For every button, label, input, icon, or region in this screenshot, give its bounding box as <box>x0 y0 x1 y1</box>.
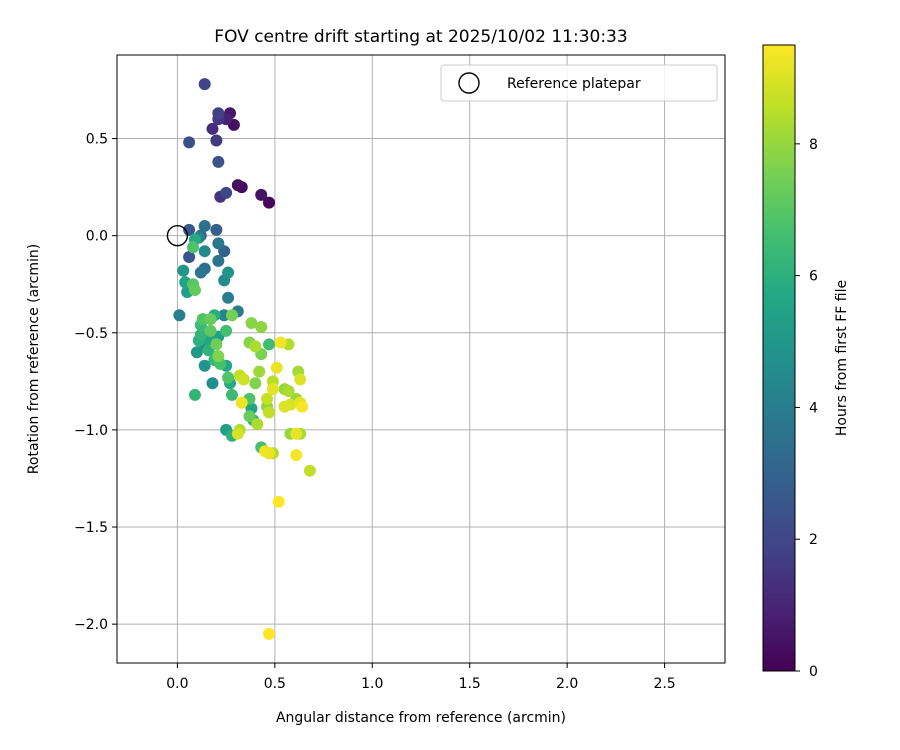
colorbar-tick-label: 0 <box>809 664 818 680</box>
data-point <box>198 359 211 372</box>
data-point <box>210 223 223 236</box>
data-point <box>270 361 283 374</box>
data-point <box>204 313 217 326</box>
data-point <box>253 365 266 378</box>
data-point <box>263 196 275 209</box>
data-points <box>173 78 316 640</box>
data-point <box>220 186 233 199</box>
data-point <box>188 388 201 401</box>
data-point <box>204 324 217 337</box>
colorbar-tick-label: 8 <box>809 137 818 153</box>
data-point <box>210 338 223 351</box>
x-tick-label: 2.0 <box>556 676 578 692</box>
y-tick-label: −1.0 <box>74 423 108 439</box>
data-point <box>259 445 272 458</box>
y-tick-label: −0.5 <box>74 326 108 342</box>
colorbar-tick-label: 2 <box>809 532 818 548</box>
data-point <box>249 377 262 390</box>
data-point <box>225 309 238 322</box>
data-point <box>210 134 223 147</box>
reference-platepar-marker <box>166 224 189 247</box>
data-point <box>290 427 303 440</box>
y-axis-ticks: 0.5 0.0 −0.5 −1.0 −1.5 −2.0 <box>74 132 117 633</box>
y-tick-label: 0.0 <box>86 229 108 245</box>
data-point <box>212 155 225 168</box>
legend-box <box>440 64 718 102</box>
data-point <box>249 340 262 353</box>
data-point <box>225 388 238 401</box>
data-point <box>212 350 225 363</box>
data-point <box>173 309 186 322</box>
y-tick-label: −1.5 <box>74 520 108 536</box>
data-point <box>231 179 244 192</box>
data-point <box>187 241 199 254</box>
data-point <box>261 392 274 405</box>
legend-label: Reference platepar <box>507 76 641 92</box>
chart-title: FOV centre drift starting at 2025/10/02 … <box>214 27 627 47</box>
data-point <box>190 346 203 359</box>
y-axis-label: Rotation from reference (arcmin) <box>26 244 42 474</box>
colorbar-ticks: 0 2 4 6 8 <box>795 137 818 680</box>
data-point <box>198 219 211 232</box>
data-point <box>222 266 235 279</box>
colorbar <box>762 44 796 672</box>
grid <box>117 55 725 663</box>
data-point <box>235 396 248 409</box>
data-point <box>237 373 250 386</box>
x-axis-label: Angular distance from reference (arcmin) <box>276 710 566 726</box>
data-point <box>206 377 219 390</box>
data-point <box>183 223 196 236</box>
data-point <box>206 122 219 135</box>
data-point <box>263 406 275 419</box>
data-point <box>212 237 225 250</box>
data-point <box>220 324 233 337</box>
data-point <box>212 254 225 267</box>
data-point <box>183 136 196 149</box>
legend-reference-icon <box>458 72 480 94</box>
data-point <box>303 464 316 477</box>
data-point <box>177 264 190 277</box>
x-tick-label: 2.5 <box>653 676 675 692</box>
data-point <box>282 385 295 398</box>
data-point <box>255 320 268 333</box>
data-point <box>255 188 268 201</box>
data-point <box>194 328 207 341</box>
x-tick-label: 0.5 <box>264 676 286 692</box>
x-tick-label: 0.0 <box>166 676 188 692</box>
data-point <box>290 449 303 462</box>
data-point <box>266 383 279 396</box>
x-tick-label: 1.5 <box>459 676 481 692</box>
colorbar-label: Hours from first FF file <box>834 280 850 436</box>
legend: Reference platepar <box>440 64 718 102</box>
data-point <box>183 251 196 264</box>
plot-frame <box>116 54 726 664</box>
data-point <box>188 284 201 297</box>
data-point <box>272 495 285 508</box>
data-point <box>231 427 244 440</box>
data-point <box>278 400 291 413</box>
data-point <box>243 410 256 423</box>
data-point <box>263 627 275 640</box>
data-point <box>296 400 309 413</box>
data-point <box>274 336 287 349</box>
data-point <box>294 373 307 386</box>
data-point <box>194 266 207 279</box>
data-point <box>245 317 258 330</box>
colorbar-tick-label: 6 <box>809 269 818 285</box>
data-point <box>198 245 211 258</box>
data-point <box>222 371 235 384</box>
data-point <box>222 291 235 304</box>
colorbar-tick-label: 4 <box>809 400 818 416</box>
y-tick-label: 0.5 <box>86 132 108 148</box>
data-point <box>263 338 275 351</box>
data-point <box>198 78 211 91</box>
data-point <box>251 418 264 431</box>
x-axis-ticks: 0.0 0.5 1.0 1.5 2.0 2.5 <box>166 663 676 692</box>
data-point <box>212 107 225 120</box>
y-tick-label: −2.0 <box>74 617 108 633</box>
x-tick-label: 1.0 <box>361 676 383 692</box>
